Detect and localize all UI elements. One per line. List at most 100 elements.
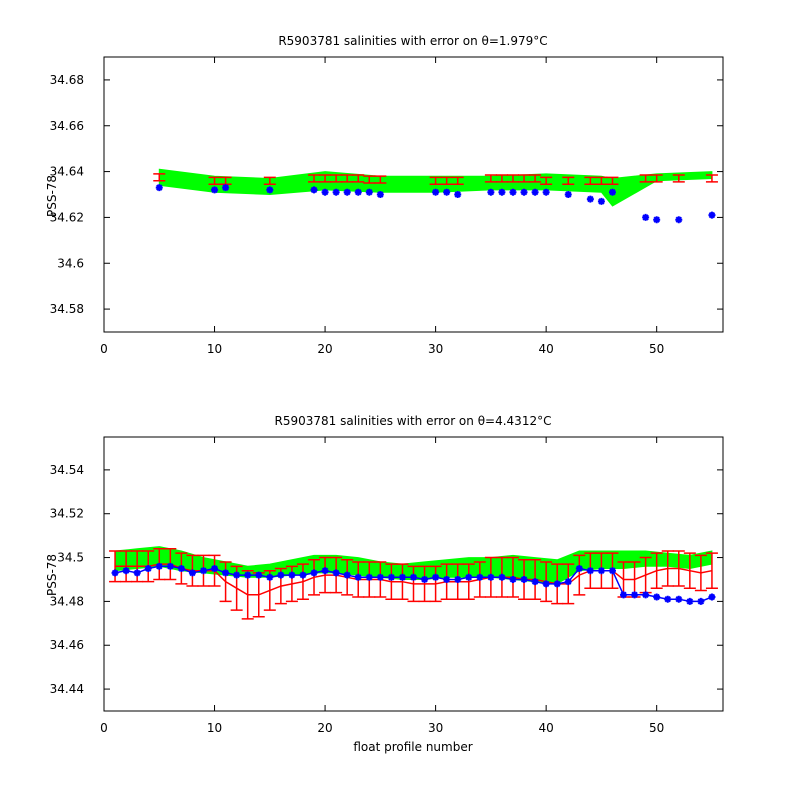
observed-point (586, 195, 594, 203)
errorbar (495, 174, 508, 183)
observed-point (211, 186, 219, 194)
observed-point (387, 573, 395, 581)
observed-point (122, 567, 130, 575)
observed-point (708, 211, 716, 219)
errorbar (683, 552, 696, 589)
plot-frame (103, 436, 724, 712)
errorbar (308, 559, 321, 596)
observed-point (564, 191, 572, 198)
observed-point (410, 573, 417, 581)
observed-point (398, 573, 406, 581)
observed-point (697, 597, 705, 605)
errorbar (562, 176, 575, 185)
errorbar (396, 563, 409, 600)
errorbar (418, 565, 431, 603)
observed-point (642, 213, 650, 221)
blue-observed-series (111, 562, 716, 605)
observed-point (222, 569, 230, 577)
errorbar (363, 175, 376, 184)
errorbar (241, 569, 254, 620)
observed-point (653, 216, 661, 224)
observed-point (686, 597, 694, 605)
observed-point (111, 569, 119, 577)
observed-point (509, 188, 517, 196)
x-tick-label: 50 (649, 342, 664, 356)
observed-point (432, 573, 440, 581)
observed-point (155, 184, 163, 192)
observed-point (222, 184, 230, 192)
observed-point (421, 575, 429, 583)
blue-observed-series (155, 184, 716, 224)
observed-point (487, 573, 495, 581)
y-tick-label: 34.66 (50, 119, 84, 133)
observed-point (653, 593, 661, 601)
y-axis-label: PSS-78 (45, 175, 59, 217)
observed-point (233, 571, 241, 579)
observed-point (277, 571, 285, 579)
observed-point (487, 188, 495, 196)
observed-point (498, 188, 506, 196)
y-tick-label: 34.46 (50, 638, 84, 652)
observed-point (166, 562, 174, 570)
errorbar (352, 174, 365, 183)
errorbar (518, 174, 531, 183)
errorbar (529, 174, 542, 183)
errorbar (573, 554, 586, 596)
errorbar (484, 174, 497, 183)
observed-point (376, 191, 384, 198)
observed-point (597, 567, 605, 575)
errorbar (540, 176, 553, 185)
observed-point (332, 188, 340, 196)
errorbar (606, 176, 619, 185)
observed-point (376, 573, 384, 581)
chart-title: R5903781 salinities with error on θ=4.43… (275, 414, 552, 428)
errorbar (308, 174, 321, 183)
y-tick-label: 34.54 (50, 463, 84, 477)
observed-point (321, 567, 329, 575)
observed-point (343, 188, 351, 196)
x-tick-label: 10 (207, 721, 222, 735)
observed-point (564, 578, 572, 586)
x-tick-label: 40 (539, 721, 554, 735)
errorbar (319, 556, 332, 594)
observed-point (211, 565, 219, 573)
x-tick-label: 0 (100, 721, 108, 735)
y-tick-label: 34.48 (50, 594, 84, 608)
observed-point (675, 216, 683, 224)
observed-point (155, 562, 163, 570)
observed-point (520, 188, 528, 196)
errorbar (153, 173, 166, 182)
observed-point (675, 595, 683, 603)
observed-point (575, 565, 583, 573)
x-tick-label: 50 (649, 721, 664, 735)
observed-point (454, 575, 462, 583)
observed-point (365, 188, 373, 196)
x-tick-label: 20 (317, 721, 332, 735)
errorbar (440, 176, 453, 185)
observed-point (597, 197, 605, 205)
red-errorbars (153, 173, 718, 185)
observed-point (266, 186, 274, 194)
errorbar (219, 561, 232, 603)
chart-title-text: R5903781 salinities with error on θ=4.43… (275, 414, 538, 428)
errorbar (672, 550, 685, 587)
errorbar (319, 174, 332, 183)
observed-point (133, 569, 141, 577)
observed-point (664, 595, 672, 603)
y-tick-label: 34.62 (50, 210, 84, 224)
observed-point (199, 567, 207, 575)
chart-title-unit: °C (537, 414, 551, 428)
observed-point (177, 565, 185, 573)
observed-point (465, 573, 473, 581)
errorbar (584, 176, 597, 185)
axes: 0 10 20 30 40 50 34.58 34.6 34.62 34.64 34.66 34.68 (50, 56, 724, 356)
observed-point (708, 593, 716, 601)
observed-point (542, 580, 550, 588)
observed-point (288, 571, 296, 579)
observed-point (343, 571, 351, 579)
observed-point (321, 188, 329, 196)
errorbar (374, 175, 387, 184)
observed-point (443, 188, 451, 196)
errorbar (407, 565, 420, 603)
